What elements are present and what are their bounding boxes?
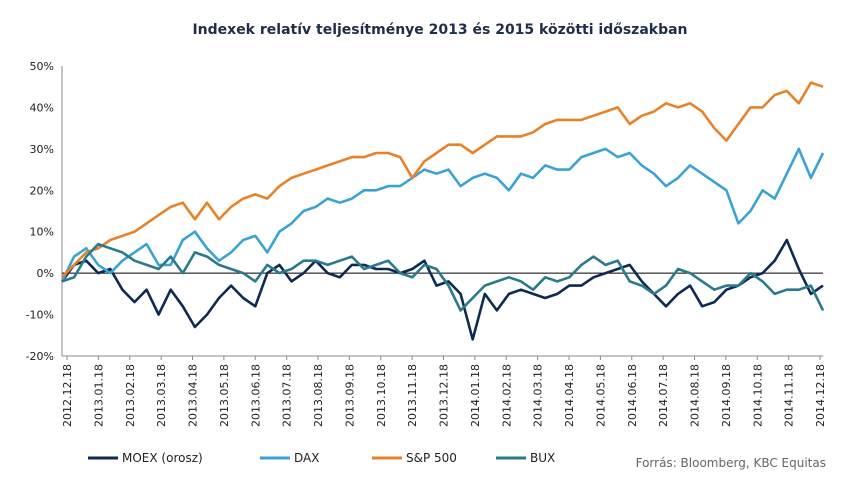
y-axis: -20% -10% 0% 10% 20% 30% 40% 50%: [26, 60, 54, 363]
axes: [61, 66, 823, 357]
x-tick-label: 2013.08.18: [312, 364, 325, 427]
x-tick-label: 2014.01.18: [469, 364, 482, 427]
x-tick-label: 2014.08.18: [689, 364, 702, 427]
x-tick-label: 2013.11.18: [406, 364, 419, 427]
y-tick-label: 20%: [30, 184, 54, 197]
series-line-bux: [61, 242, 825, 312]
x-tick-label: 2014.09.18: [720, 364, 733, 427]
x-tick-label: 2013.04.18: [187, 364, 200, 427]
x-tick-label: 2013.10.18: [375, 364, 388, 427]
series-lines: [60, 81, 825, 341]
y-tick-label: 0%: [37, 267, 54, 280]
legend-label: MOEX (orosz): [122, 451, 203, 465]
y-tick-label: 50%: [30, 60, 54, 73]
x-tick-label: 2013.09.18: [343, 364, 356, 427]
source-note: Forrás: Bloomberg, KBC Equitas: [636, 456, 826, 470]
x-tick-label: 2014.07.18: [657, 364, 670, 427]
series-line-moex-orosz-: [60, 238, 824, 341]
x-tick-label: 2013.12.18: [438, 364, 451, 427]
x-tick-label: 2012.12.18: [61, 364, 74, 427]
x-tick-label: 2014.03.18: [532, 364, 545, 427]
legend-label: BUX: [530, 451, 555, 465]
x-axis: 2012.12.18 2013.01.18 2013.02.18 2013.03.18…: [61, 356, 827, 427]
legend-label: DAX: [294, 451, 319, 465]
legend: MOEX (orosz) DAX S&P 500 BUX: [88, 451, 555, 465]
series-line-dax: [60, 147, 825, 282]
series-line-s-p-500: [61, 81, 824, 279]
x-tick-label: 2013.02.18: [124, 364, 137, 427]
x-tick-label: 2013.06.18: [249, 364, 262, 427]
y-tick-label: 40%: [30, 101, 54, 114]
x-tick-label: 2013.07.18: [281, 364, 294, 427]
x-tick-label: 2014.05.18: [594, 364, 607, 427]
x-tick-label: 2013.01.18: [92, 364, 105, 427]
x-tick-label: 2014.11.18: [783, 364, 796, 427]
y-tick-label: -10%: [26, 309, 54, 322]
y-tick-label: -20%: [26, 350, 54, 363]
legend-label: S&P 500: [406, 451, 457, 465]
x-tick-label: 2013.05.18: [218, 364, 231, 427]
x-tick-label: 2014.06.18: [626, 364, 639, 427]
x-tick-label: 2014.02.18: [500, 364, 513, 427]
y-tick-label: 30%: [30, 143, 54, 156]
x-tick-label: 2014.12.18: [814, 364, 827, 427]
y-tick-label: 10%: [30, 226, 54, 239]
x-tick-label: 2013.03.18: [155, 364, 168, 427]
x-tick-label: 2014.04.18: [563, 364, 576, 427]
chart-title: Indexek relatív teljesítménye 2013 és 20…: [192, 22, 687, 38]
x-tick-label: 2014.10.18: [751, 364, 764, 427]
